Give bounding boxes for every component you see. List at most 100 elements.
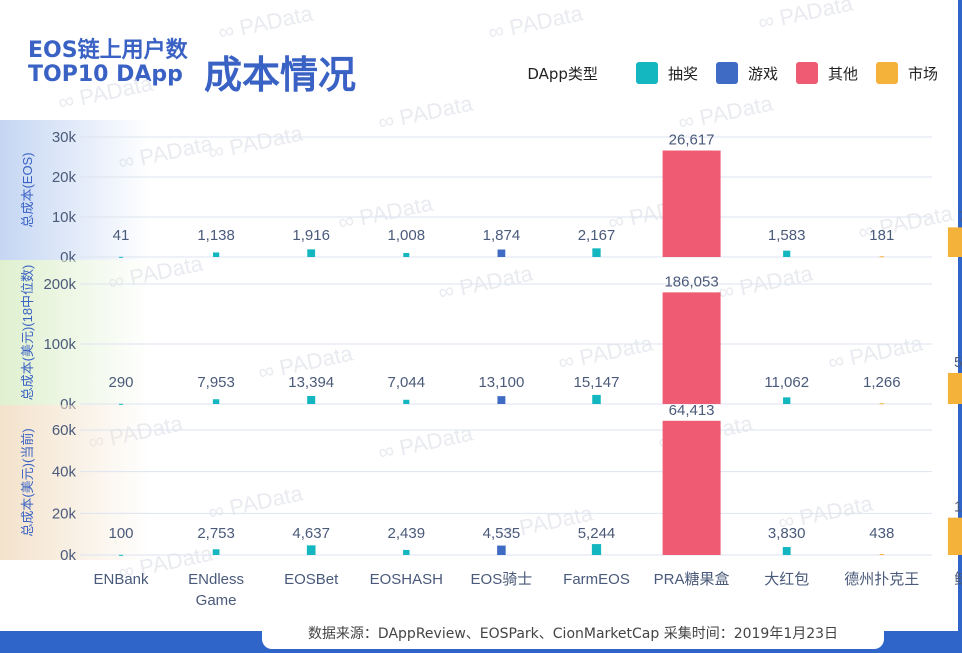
- bar-0-0: [118, 256, 124, 258]
- value-label-1-1: 7,953: [197, 374, 235, 391]
- value-label-2-6: 64,413: [669, 402, 715, 419]
- bar-2-0: [118, 554, 124, 556]
- value-label-1-5: 15,147: [574, 374, 620, 391]
- bar-0-1: [212, 252, 220, 257]
- watermark-15: ∞ PAData: [556, 330, 656, 375]
- watermark-1: ∞ PAData: [486, 0, 586, 45]
- value-label-0-5: 2,167: [578, 227, 616, 244]
- value-label-0-2: 1,916: [292, 227, 330, 244]
- panel-1-ylabel: 总成本(美元)(18中位数): [20, 265, 35, 401]
- legend-swatch-game: [715, 62, 738, 84]
- category-label-2: EOSBet: [284, 571, 339, 588]
- legend-item-market: 市场: [875, 62, 938, 84]
- category-label-5: FarmEOS: [563, 571, 630, 588]
- watermark-2: ∞ PAData: [756, 0, 856, 35]
- bar-0-5: [592, 248, 601, 257]
- value-label-1-7: 11,062: [764, 374, 809, 391]
- value-label-0-8: 181: [869, 227, 894, 244]
- panel-1-tick-label: 200k: [43, 276, 76, 293]
- bar-2-2: [306, 545, 316, 555]
- panel-2-band: [0, 405, 150, 560]
- bar-2-5: [591, 544, 602, 555]
- value-label-2-9: 17,917: [954, 499, 962, 516]
- source-note: 数据来源：DAppReview、EOSPark、CionMarketCap 采集…: [262, 619, 884, 649]
- bar-2-7: [782, 547, 791, 555]
- bar-1-5: [592, 394, 601, 404]
- legend-label-lottery: 抽奖: [667, 64, 698, 83]
- watermark-12: ∞ PAData: [436, 260, 536, 305]
- panel-0-band: [0, 120, 150, 260]
- value-label-2-8: 438: [869, 525, 894, 542]
- category-label-6: PRA糖果盒: [654, 571, 730, 588]
- watermark-0: ∞ PAData: [216, 0, 316, 45]
- bar-2-1: [212, 549, 220, 555]
- bar-1-6: [662, 292, 721, 404]
- title-main: 成本情况: [204, 53, 357, 97]
- value-label-2-3: 2,439: [388, 525, 426, 542]
- bar-1-1: [212, 399, 220, 404]
- bar-1-9: [947, 372, 962, 404]
- bar-2-9: [947, 517, 962, 555]
- bar-2-4: [497, 545, 506, 555]
- legend-swatch-lottery: [635, 62, 658, 84]
- legend-label-game: 游戏: [747, 64, 778, 83]
- value-label-0-0: 41: [113, 227, 130, 244]
- panel-2-tick-label: 60k: [52, 422, 77, 439]
- legend-label-market: 市场: [907, 64, 938, 83]
- bar-0-7: [783, 250, 791, 257]
- category-label-8: 德州扑克王: [844, 570, 919, 588]
- watermark-16: ∞ PAData: [826, 330, 926, 375]
- value-label-0-9: 7,404: [958, 208, 962, 225]
- bar-2-6: [662, 420, 721, 555]
- bar-1-8: [879, 403, 884, 405]
- category-label-1: Game: [196, 592, 237, 609]
- legend-swatch-other: [795, 62, 818, 84]
- value-label-2-4: 4,535: [483, 525, 521, 542]
- bar-0-8: [879, 256, 884, 258]
- legend-item-lottery: 抽奖: [635, 62, 698, 84]
- value-label-1-9: 51,752: [954, 354, 962, 371]
- watermark-7: ∞ PAData: [206, 120, 306, 165]
- category-label-1: ENdless: [188, 571, 244, 588]
- legend-item-game: 游戏: [715, 62, 778, 84]
- bar-2-8: [879, 554, 885, 556]
- watermark-18: ∞ PAData: [376, 420, 476, 465]
- value-label-1-8: 1,266: [863, 374, 901, 391]
- value-label-1-3: 7,044: [388, 374, 426, 391]
- value-label-0-4: 1,874: [483, 227, 521, 244]
- category-label-7: 大红包: [764, 571, 809, 588]
- legend-label-other: 其他: [827, 64, 858, 83]
- bar-1-3: [403, 399, 410, 404]
- panel-2-ylabel: 总成本(美元)(当前): [20, 428, 35, 536]
- value-label-2-7: 3,830: [768, 525, 806, 542]
- panel-2-tick-label: 0k: [60, 547, 76, 564]
- value-label-1-2: 13,394: [288, 374, 334, 391]
- title-line-2: TOP10 DApp: [28, 62, 183, 87]
- bar-0-3: [403, 252, 410, 257]
- category-label-3: EOSHASH: [370, 571, 443, 588]
- bar-0-9: [947, 227, 962, 257]
- panel-0-tick-label: 30k: [52, 129, 77, 146]
- value-label-0-7: 1,583: [768, 227, 806, 244]
- bar-1-7: [783, 397, 791, 404]
- value-label-2-5: 5,244: [578, 525, 616, 542]
- bar-0-4: [497, 249, 506, 257]
- title-line-1: EOS链上用户数: [28, 38, 188, 63]
- bar-0-2: [307, 249, 316, 257]
- value-label-1-0: 290: [108, 374, 133, 391]
- value-label-2-2: 4,637: [292, 525, 330, 542]
- value-label-1-4: 13,100: [478, 374, 524, 391]
- value-label-0-1: 1,138: [197, 227, 235, 244]
- panel-1-tick-label: 100k: [43, 336, 76, 353]
- panel-2-tick-label: 40k: [52, 464, 77, 481]
- legend-title: DApp类型: [527, 64, 598, 83]
- category-label-9: 鲸交所: [954, 570, 962, 588]
- panel-0-tick-label: 10k: [52, 209, 77, 226]
- bar-2-3: [403, 549, 410, 555]
- legend-item-other: 其他: [795, 62, 858, 84]
- value-label-0-6: 26,617: [669, 132, 715, 149]
- watermark-3: ∞ PAData: [56, 70, 156, 115]
- value-label-0-3: 1,008: [388, 227, 426, 244]
